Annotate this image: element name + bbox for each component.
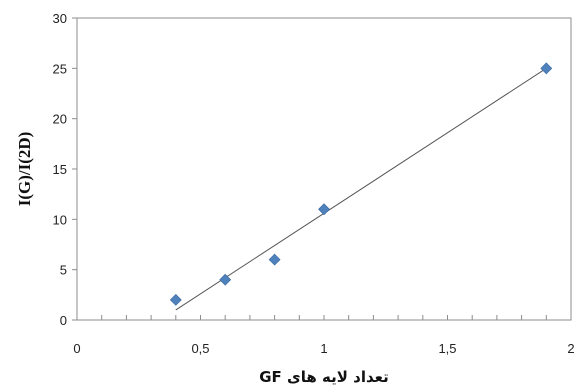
data-point bbox=[540, 62, 553, 75]
y-tick-label: 10 bbox=[53, 212, 67, 227]
y-tick-label: 30 bbox=[53, 11, 67, 26]
y-tick-labels: 0 5 10 15 20 25 30 bbox=[53, 11, 67, 328]
x-tick-label: 0 bbox=[73, 341, 80, 356]
y-axis-title: I(G)/I(2D) bbox=[15, 132, 34, 207]
y-tick-label: 15 bbox=[53, 162, 67, 177]
x-tick-label: 1 bbox=[320, 341, 327, 356]
x-tick-label: 2 bbox=[567, 341, 574, 356]
y-tick-label: 0 bbox=[60, 313, 67, 328]
data-points bbox=[169, 62, 553, 306]
linear-trendline bbox=[175, 67, 547, 311]
y-tick-label: 5 bbox=[60, 263, 67, 278]
x-axis-title: تعداد لایه های GF bbox=[259, 368, 389, 386]
y-tick-label: 20 bbox=[53, 112, 67, 127]
plot-area bbox=[76, 17, 572, 321]
data-point bbox=[219, 273, 232, 286]
x-tick-label: 0,5 bbox=[191, 341, 209, 356]
axis-ticks bbox=[72, 17, 547, 321]
data-point bbox=[169, 293, 182, 306]
x-tick-label: 1,5 bbox=[438, 341, 456, 356]
x-tick-labels: 0 0,5 1 1,5 2 bbox=[73, 341, 574, 356]
data-point bbox=[318, 203, 330, 216]
y-tick-label: 25 bbox=[53, 61, 67, 76]
data-point bbox=[268, 253, 281, 266]
